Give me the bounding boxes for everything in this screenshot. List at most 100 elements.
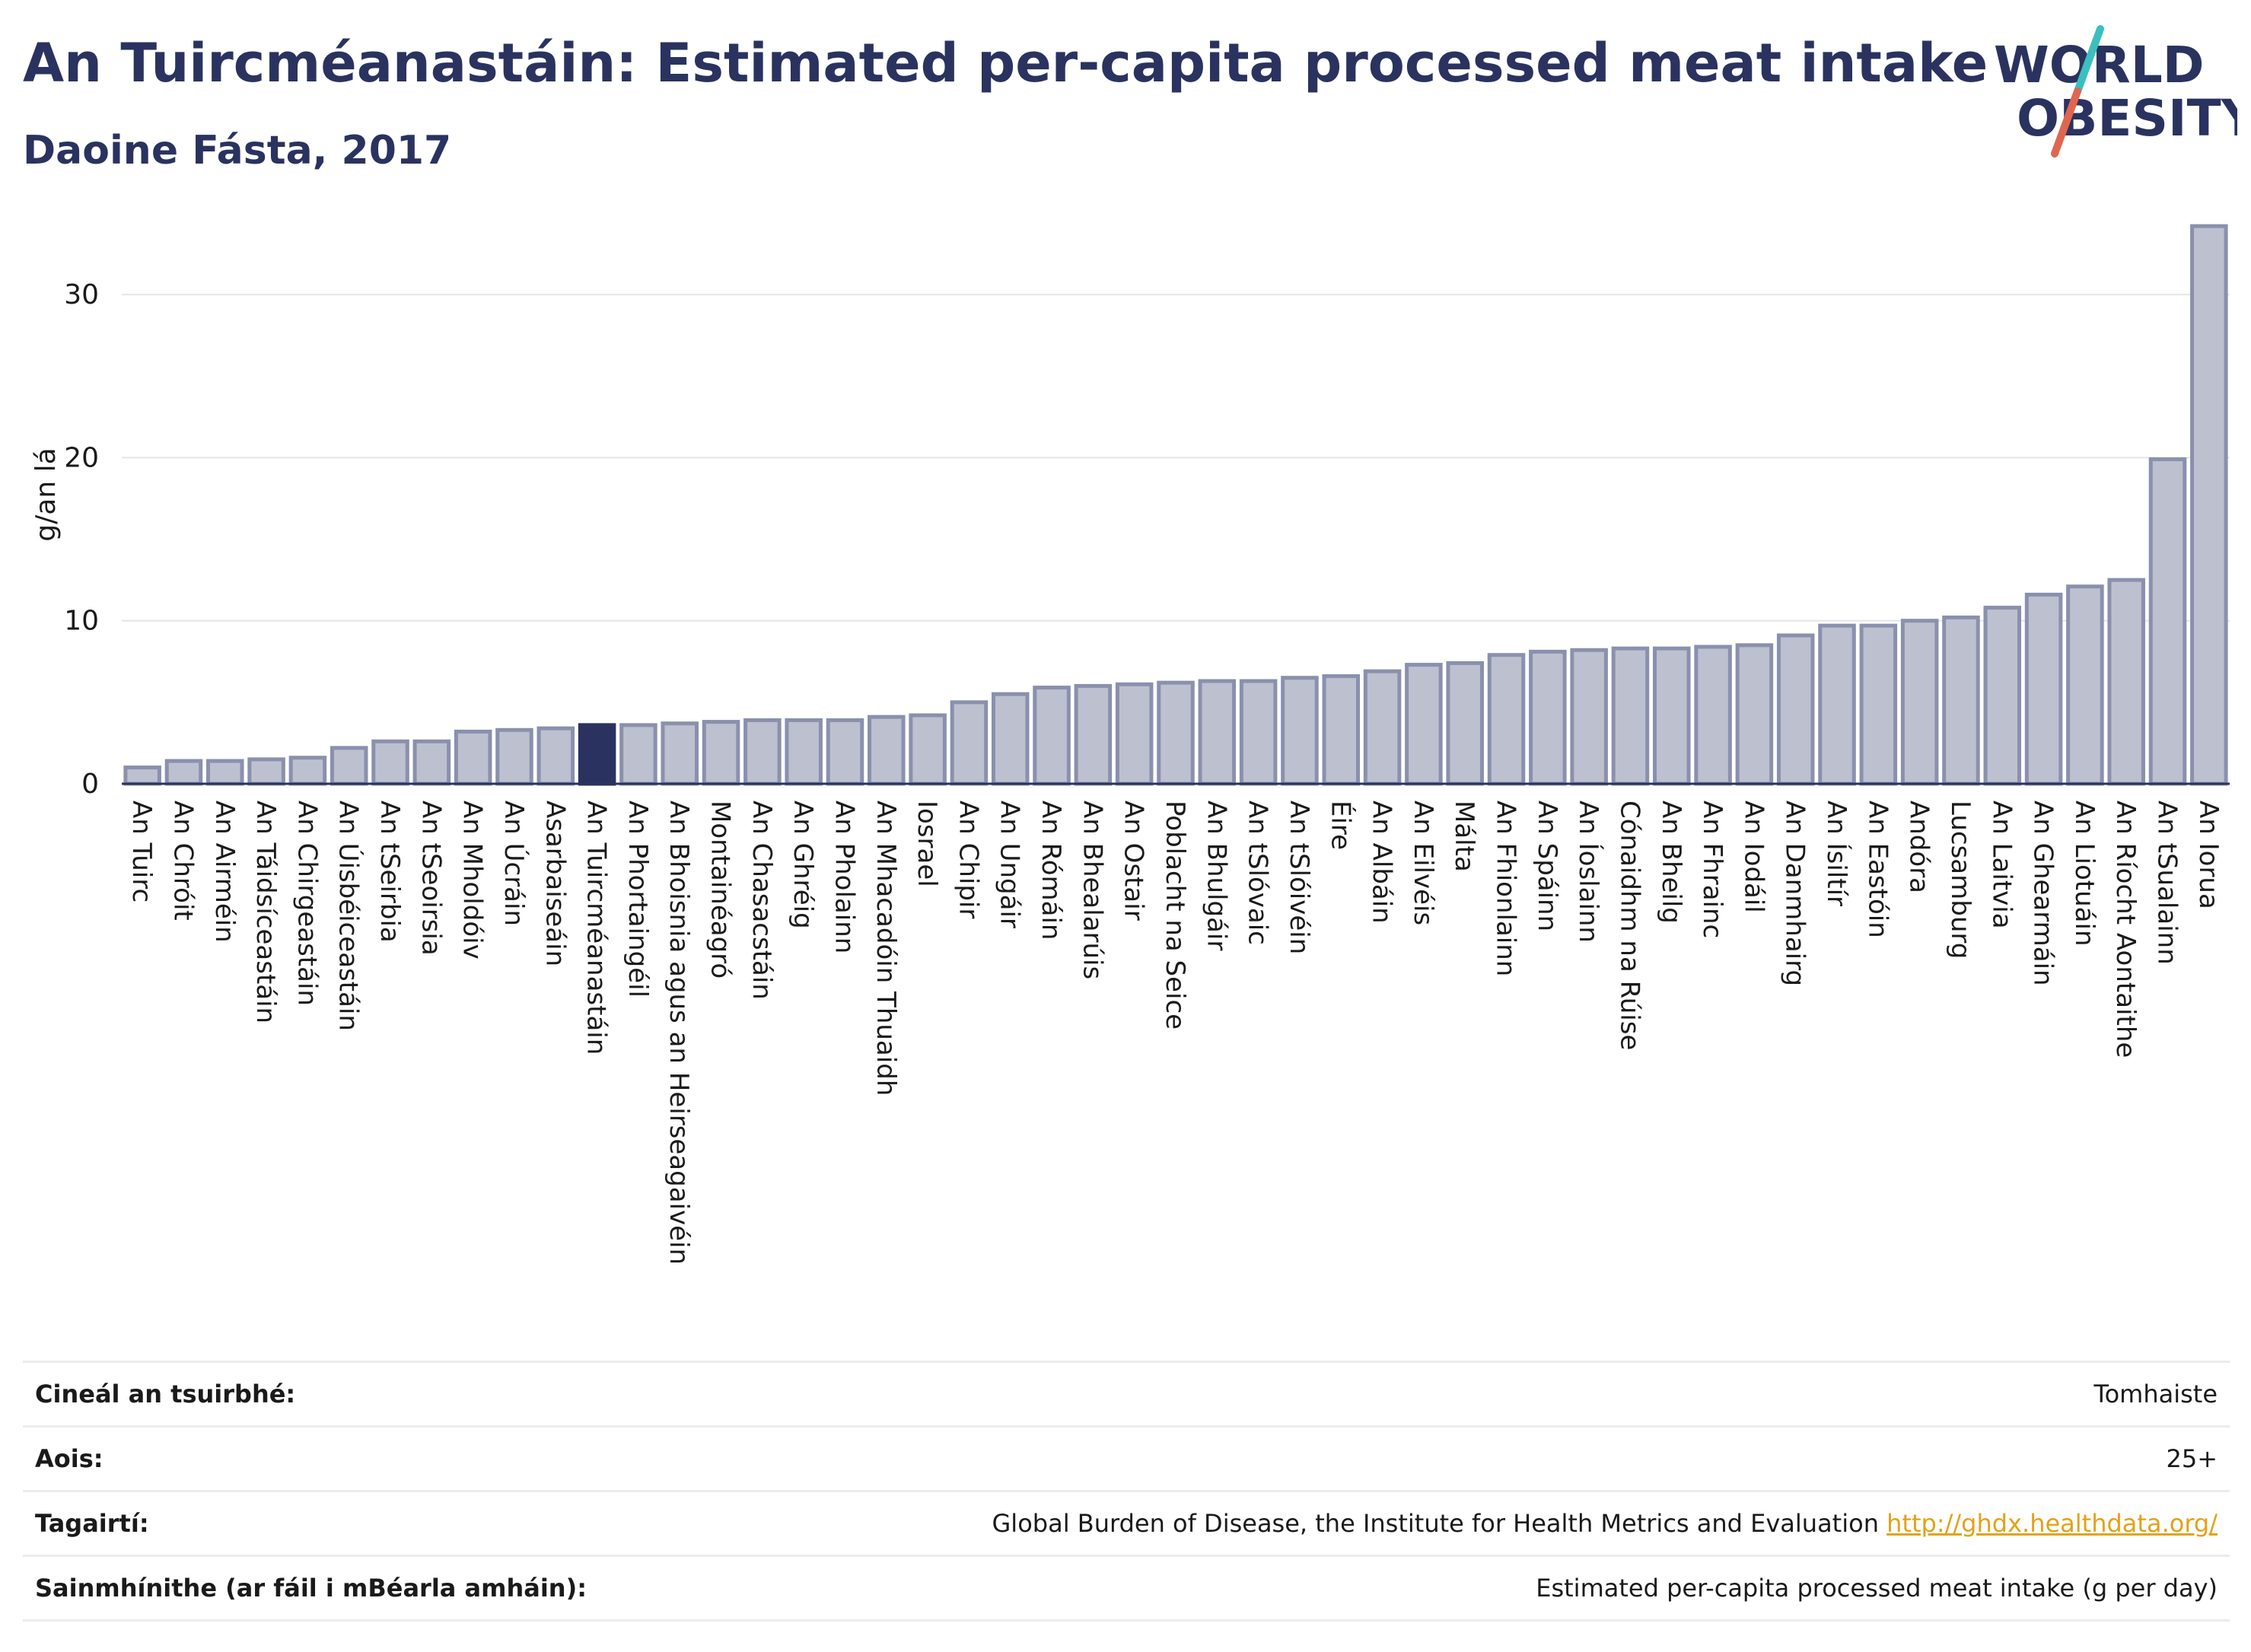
x-tick-label: An Ghearmáin — [2028, 801, 2058, 986]
x-tick-label: An Airméin — [209, 801, 240, 943]
bar — [1405, 663, 1443, 786]
x-tick-label: An Phortaingéil — [622, 801, 653, 998]
info-value: Global Burden of Disease, the Institute … — [992, 1509, 2218, 1538]
logo-text-obesity: OBESITY — [2017, 89, 2237, 148]
bar — [1446, 660, 1484, 786]
y-axis-label: g/an lá — [30, 447, 62, 541]
bar — [495, 727, 533, 786]
bar — [826, 718, 864, 786]
x-tick-label: An Bhulgáir — [1201, 801, 1231, 950]
x-tick-label: An Ghréig — [788, 801, 818, 929]
x-tick-label: Cónaidhm na Rúise — [1614, 801, 1644, 1050]
bar — [1529, 649, 1567, 786]
bar — [164, 759, 203, 786]
bar — [206, 759, 244, 786]
bar — [1942, 615, 1980, 786]
bar — [1198, 679, 1237, 786]
x-tick-label: Poblacht na Seice — [1160, 801, 1190, 1030]
x-tick-label: An Chipir — [953, 801, 983, 918]
logo-text-world: WORLD — [1994, 36, 2205, 94]
bar — [1487, 653, 1526, 786]
bar — [619, 723, 657, 786]
info-row-references: Tagairtí: Global Burden of Disease, the … — [23, 1490, 2230, 1555]
bar — [330, 746, 368, 786]
x-axis-labels: An Tuirc An Chróit An Airméin An Táidsíceas… — [126, 801, 2224, 1265]
y-tick-label: 0 — [81, 769, 99, 800]
bar — [1363, 669, 1402, 786]
page-subtitle: Daoine Fásta, 2017 — [23, 128, 452, 173]
x-tick-label: Éire — [1325, 801, 1356, 850]
x-tick-label: An tSlóvaic — [1243, 801, 1273, 945]
x-tick-label: An Fhionlainn — [1491, 801, 1521, 976]
reference-link[interactable]: http://ghdx.healthdata.org/ — [1886, 1509, 2218, 1538]
bar — [2024, 592, 2063, 786]
x-tick-label: An Bhoisnia agus an Heirseagaivéin — [664, 801, 694, 1265]
reference-text: Global Burden of Disease, the Institute … — [992, 1509, 1879, 1538]
x-tick-label: An Fhrainc — [1697, 801, 1727, 938]
x-tick-label: An Chróit — [167, 801, 198, 921]
bar — [2066, 584, 2104, 786]
x-tick-label: An Chirgeastáin — [291, 801, 322, 1006]
y-tick-label: 10 — [64, 606, 99, 637]
x-tick-label: An Bheilg — [1656, 801, 1686, 924]
bar — [1281, 676, 1319, 786]
bar — [1735, 643, 1774, 786]
bar — [1652, 646, 1691, 786]
logo-slash-teal — [2074, 25, 2104, 95]
x-tick-label: An Ostair — [1119, 801, 1149, 921]
x-tick-label: An Úcráin — [498, 801, 530, 926]
bar — [702, 720, 740, 786]
x-tick-label: An Ísiltír — [1821, 801, 1852, 906]
bar — [1611, 646, 1650, 786]
info-table: Cineál an tsuirbhé: Tomhaiste Aois: 25+ … — [23, 1361, 2230, 1622]
x-tick-label: An tSeoirsia — [415, 801, 446, 956]
x-tick-label: An Táidsíceastáin — [250, 801, 281, 1023]
x-tick-label: An Íoslainn — [1573, 801, 1604, 943]
bar-chart: 0 10 20 30 g/an lá An Tuirc An Chróit An Airm… — [30, 224, 2230, 1265]
info-label: Cineál an tsuirbhé: — [35, 1380, 296, 1408]
bar — [743, 718, 782, 786]
bar — [454, 729, 492, 786]
x-tick-label: An Tuirc — [126, 801, 157, 902]
x-tick-label: An Ríocht Aontaithe — [2110, 801, 2141, 1058]
x-tick-label: Montainéagró — [705, 801, 736, 979]
x-tick-label: Iosrael — [912, 801, 942, 887]
bar — [412, 739, 451, 786]
x-tick-label: An Úisbéiceastáin — [333, 801, 365, 1031]
bar — [1115, 682, 1154, 786]
bar — [1239, 679, 1278, 786]
info-label: Sainmhínithe (ar fáil i mBéarla amháin): — [35, 1574, 587, 1603]
x-tick-label: An Iodáil — [1738, 801, 1769, 913]
bar — [1322, 674, 1361, 786]
x-tick-label: An tSeirbia — [374, 801, 405, 943]
info-value: Tomhaiste — [2093, 1380, 2218, 1408]
x-tick-label: Andóra — [1904, 801, 1934, 893]
info-row-age: Aois: 25+ — [23, 1425, 2230, 1490]
bar — [1983, 606, 2022, 786]
x-tick-label: An Eastóin — [1862, 801, 1893, 938]
bar — [868, 715, 906, 786]
bar — [1900, 619, 1939, 786]
info-label: Tagairtí: — [35, 1509, 149, 1538]
x-tick-label: An Spáinn — [1532, 801, 1562, 931]
world-obesity-logo: WORLD OBESITY — [1994, 25, 2237, 158]
bar — [1859, 623, 1898, 786]
x-tick-label: An Iorua — [2193, 801, 2224, 909]
x-tick-label: Málta — [1449, 801, 1479, 872]
x-tick-label: An tSualainn — [2152, 801, 2183, 965]
info-value: Estimated per-capita processed meat inta… — [1536, 1574, 2218, 1603]
x-tick-label: An Chasacstáin — [747, 801, 777, 1000]
logo-slash-red — [2051, 88, 2081, 158]
x-tick-label: An Liotuáin — [2069, 801, 2100, 947]
x-tick-label: An Laitvia — [1986, 801, 2017, 929]
bars — [123, 224, 2228, 786]
bar — [2190, 224, 2228, 786]
x-tick-label: An Rómáin — [1036, 801, 1066, 940]
x-tick-label: An Pholainn — [829, 801, 859, 953]
bar — [785, 718, 823, 786]
x-tick-label: An Mhacadóin Thuaidh — [871, 801, 901, 1096]
info-row-survey-type: Cineál an tsuirbhé: Tomhaiste — [23, 1361, 2230, 1425]
bar — [1818, 623, 1856, 786]
page-title: An Tuircméanastáin: Estimated per-capita… — [23, 32, 1988, 94]
x-tick-label: An Ungáir — [995, 801, 1025, 928]
